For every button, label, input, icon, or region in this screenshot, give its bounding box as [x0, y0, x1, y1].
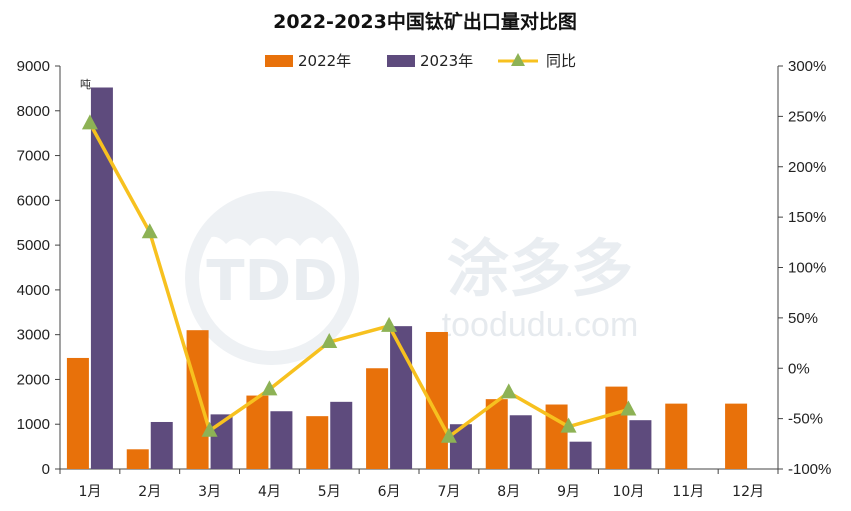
y-left-tick-label: 6000: [17, 192, 50, 209]
yoy-marker: [141, 223, 158, 239]
watermark-logo-drips: [205, 202, 340, 246]
bar-2023: [330, 401, 353, 469]
bar-2022: [725, 403, 748, 469]
bar-2022: [126, 449, 149, 469]
bar-2023: [270, 411, 293, 469]
yoy-marker: [261, 380, 278, 396]
y-left-tick-label: 3000: [17, 327, 50, 344]
x-tick-label: 12月: [732, 484, 764, 500]
bar-2022: [485, 399, 508, 469]
bar-2022: [545, 404, 568, 469]
yoy-marker: [500, 383, 517, 399]
y-left-tick-label: 1000: [17, 416, 50, 433]
yoy-marker: [201, 421, 218, 437]
bar-2023: [150, 421, 173, 469]
y-unit-label: 吨: [80, 78, 91, 91]
y-right-tick-label: -50%: [788, 411, 823, 428]
x-tick-label: 9月: [557, 484, 580, 500]
y-right-tick-label: -100%: [788, 461, 831, 478]
y-left-tick-label: 9000: [17, 58, 50, 75]
bar-2022: [366, 368, 389, 469]
y-right-tick-label: 50%: [788, 310, 818, 327]
legend-label-2022: 2022年: [298, 52, 351, 70]
bar-2022: [665, 403, 688, 469]
legend-swatch-2022: [265, 55, 293, 67]
bars: [66, 87, 748, 469]
legend-swatch-2023: [387, 55, 415, 67]
y-right-tick-label: 150%: [788, 209, 826, 226]
x-tick-label: 1月: [78, 484, 101, 500]
watermark-logo-ring: [185, 191, 359, 365]
bar-2022: [306, 416, 329, 469]
y-left-tick-label: 0: [42, 461, 50, 478]
y-left-tick-label: 7000: [17, 148, 50, 165]
watermark: TDD 涂多多 toodudu.com: [185, 191, 639, 365]
legend-label-yoy: 同比: [546, 52, 576, 70]
yoy-marker: [620, 400, 637, 416]
bar-2023: [569, 441, 592, 469]
x-tick-label: 5月: [318, 484, 341, 500]
watermark-site-text: toodudu.com: [442, 306, 639, 344]
bar-2022: [605, 386, 628, 469]
y-right-tick-label: 300%: [788, 58, 826, 75]
x-tick-label: 4月: [258, 484, 281, 500]
yoy-marker: [321, 333, 338, 349]
y-right-tick-label: 200%: [788, 159, 826, 176]
y-right-tick-label: 100%: [788, 260, 826, 277]
bar-2022: [186, 330, 209, 469]
watermark-logo-text: TDD: [206, 249, 337, 314]
y-left-tick-label: 2000: [17, 371, 50, 388]
yoy-marker: [440, 427, 457, 443]
legend-marker-yoy: [511, 53, 525, 66]
bar-2022: [66, 357, 89, 469]
chart-title: 2022-2023中国钛矿出口量对比图: [273, 10, 577, 33]
x-tick-label: 10月: [613, 484, 645, 500]
y-left-tick-label: 4000: [17, 282, 50, 299]
bar-2022: [425, 331, 448, 469]
yoy-line: [88, 122, 629, 439]
watermark-brand-text: 涂多多: [447, 232, 633, 305]
legend-label-2023: 2023年: [420, 52, 473, 70]
y-right-tick-label: 250%: [788, 108, 826, 125]
legend: 2022年 2023年 同比: [265, 52, 576, 70]
yoy-marker: [560, 417, 577, 433]
yoy-marker: [381, 316, 398, 332]
bar-2022: [246, 395, 269, 469]
x-tick-label: 11月: [672, 484, 704, 500]
bar-2023: [90, 87, 113, 469]
x-tick-label: 8月: [497, 484, 520, 500]
yoy-line-group: [81, 114, 637, 443]
x-tick-label: 3月: [198, 484, 221, 500]
x-tick-label: 6月: [378, 484, 401, 500]
x-tick-label: 2月: [138, 484, 161, 500]
axes: 0 1000 2000 3000 4000 5000 6000 7000 8000 9000 -10…: [17, 58, 832, 500]
y-left-tick-label: 5000: [17, 237, 50, 254]
bar-2023: [629, 420, 652, 469]
bar-2023: [509, 415, 532, 469]
bar-2023: [449, 424, 472, 469]
y-left-tick-label: 8000: [17, 103, 50, 120]
yoy-marker: [81, 114, 98, 130]
y-right-tick-label: 0%: [788, 360, 810, 377]
x-tick-label: 7月: [437, 484, 460, 500]
